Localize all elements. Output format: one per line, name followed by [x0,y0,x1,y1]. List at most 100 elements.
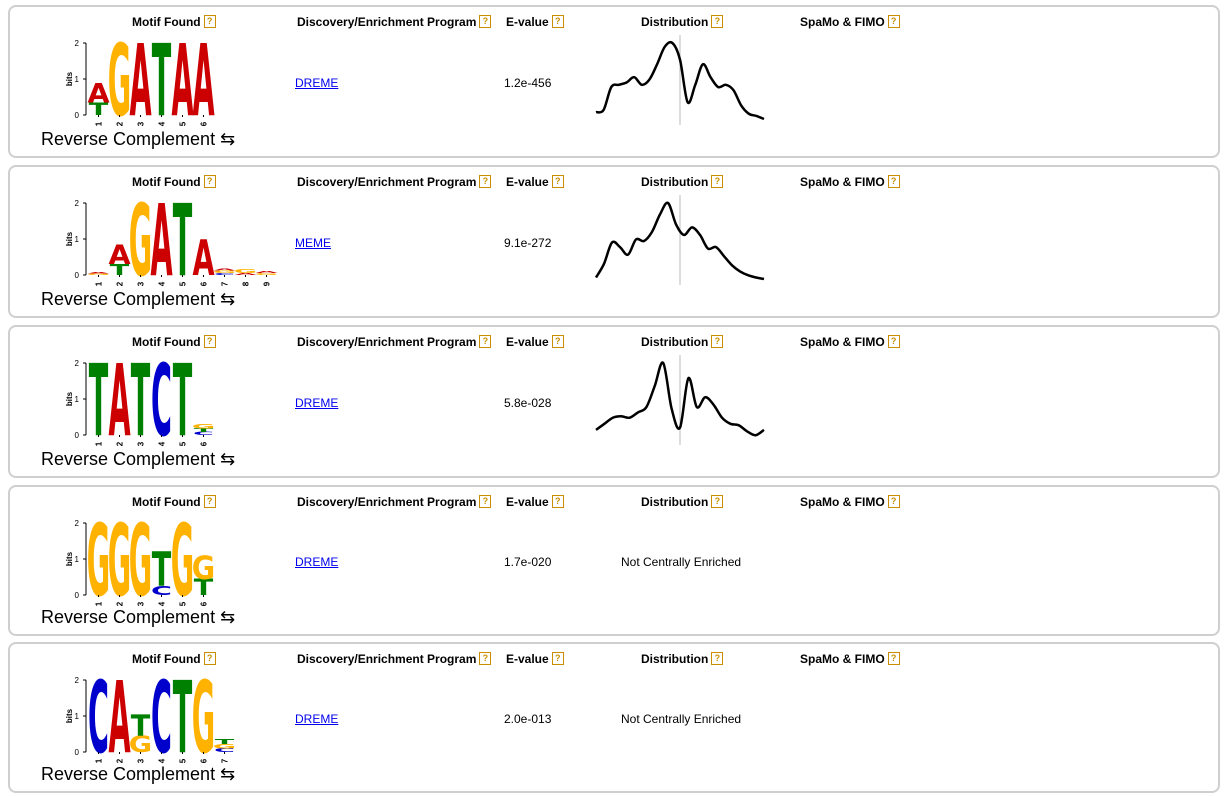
reverse-complement-link[interactable]: Reverse Complement ⇆ [41,129,235,150]
program-link[interactable]: MEME [295,236,331,250]
distribution-plot[interactable] [592,35,772,132]
logo-position-label: 7 [221,281,230,286]
logo-position-label: 5 [179,281,188,286]
motif-logo[interactable]: 0 1 2 bits G A 1 T A 2 G 3 A 4 T 5 A 6 C G A 7 A G 8 G A 9 [60,197,290,296]
motif-row: Motif Found? Discovery/Enrichment Program… [8,642,1220,793]
help-icon[interactable]: ? [552,15,564,28]
header-spamo: SpaMo & FIMO? [800,495,900,509]
motif-row: Motif Found? Discovery/Enrichment Program… [8,5,1220,158]
program-link[interactable]: DREME [295,712,338,726]
logo-position-label: 4 [158,121,167,126]
help-icon[interactable]: ? [479,652,491,665]
logo-position-label: 2 [116,121,125,126]
reverse-complement-link[interactable]: Reverse Complement ⇆ [41,289,235,310]
header-distribution-label: Distribution [641,495,708,509]
program-link[interactable]: DREME [295,555,338,569]
help-icon[interactable]: ? [204,335,216,348]
help-icon[interactable]: ? [888,15,900,28]
help-icon[interactable]: ? [888,495,900,508]
help-icon[interactable]: ? [204,175,216,188]
header-distribution: Distribution? [641,15,723,29]
logo-letter-A: A [213,268,236,271]
reverse-complement-link[interactable]: Reverse Complement ⇆ [41,764,235,785]
logo-y-axis-label: bits [65,231,74,246]
motif-row: Motif Found? Discovery/Enrichment Program… [8,325,1220,478]
logo-y-tick-label: 1 [75,395,80,404]
motif-row: Motif Found? Discovery/Enrichment Program… [8,485,1220,636]
logo-position-label: 6 [200,281,209,286]
help-icon[interactable]: ? [711,495,723,508]
header-distribution: Distribution? [641,175,723,189]
logo-position-label: 4 [158,281,167,286]
logo-y-tick-label: 2 [75,359,80,368]
help-icon[interactable]: ? [552,175,564,188]
svg-text:A: A [108,239,131,271]
help-icon[interactable]: ? [711,15,723,28]
logo-position-label: 2 [116,758,125,763]
logo-position-label: 8 [242,281,251,286]
svg-text:T: T [152,544,172,598]
logo-position-label: 6 [200,441,209,446]
help-icon[interactable]: ? [552,495,564,508]
logo-y-tick-label: 0 [75,431,80,440]
help-icon[interactable]: ? [479,175,491,188]
logo-position-label: 4 [158,441,167,446]
header-distribution: Distribution? [641,335,723,349]
svg-text:A: A [213,268,236,271]
program-link[interactable]: DREME [295,396,338,410]
header-spamo-label: SpaMo & FIMO [800,652,885,666]
help-icon[interactable]: ? [888,335,900,348]
evalue-text: 1.7e-020 [504,555,551,569]
motif-logo-svg: 012bits T1 A2 T3 C4 T5CTG6 [60,357,290,451]
help-icon[interactable]: ? [552,335,564,348]
logo-position-label: 4 [158,601,167,606]
header-evalue-label: E-value [506,15,549,29]
logo-position-label: 3 [137,441,146,446]
header-program-label: Discovery/Enrichment Program [297,15,476,29]
logo-y-tick-label: 2 [75,676,80,685]
motif-logo[interactable]: 0 1 2 bits T A 1 G 2 A 3 T 4 A 5 A 6 [60,37,290,136]
header-motif-label: Motif Found [132,175,201,189]
logo-y-tick-label: 0 [75,111,80,120]
help-icon[interactable]: ? [552,652,564,665]
header-program: Discovery/Enrichment Program? [297,652,491,666]
distribution-text: Not Centrally Enriched [621,555,741,569]
motif-logo[interactable]: 0 1 2 bits C 1 A 2 G T 3 C 4 T 5 G 6 C G T 7 [60,674,290,773]
logo-position-label: 5 [179,441,188,446]
help-icon[interactable]: ? [479,495,491,508]
help-icon[interactable]: ? [888,175,900,188]
logo-position-label: 2 [116,601,125,606]
motif-logo[interactable]: 0 1 2 bits G 1 G 2 G 3 C T 4 G 5 T G 6 [60,517,290,616]
help-icon[interactable]: ? [711,335,723,348]
header-motif-label: Motif Found [132,335,201,349]
logo-y-axis-label: bits [65,551,74,566]
logo-y-tick-label: 2 [75,39,80,48]
help-icon[interactable]: ? [204,495,216,508]
help-icon[interactable]: ? [204,652,216,665]
help-icon[interactable]: ? [479,15,491,28]
distribution-plot[interactable] [592,195,772,292]
header-distribution-label: Distribution [641,335,708,349]
evalue-text: 2.0e-013 [504,712,551,726]
help-icon[interactable]: ? [711,652,723,665]
header-evalue: E-value? [506,335,564,349]
header-evalue-label: E-value [506,335,549,349]
reverse-complement-link[interactable]: Reverse Complement ⇆ [41,607,235,628]
logo-y-tick-label: 0 [75,591,80,600]
header-distribution-label: Distribution [641,15,708,29]
program-link[interactable]: DREME [295,76,338,90]
distribution-svg [592,35,772,127]
header-evalue-label: E-value [506,652,549,666]
motif-logo[interactable]: 0 1 2 bits T 1 A 2 T 3 C 4 T 5 C T G 6 [60,357,290,456]
distribution-plot[interactable] [592,355,772,452]
logo-letter-G: G [192,423,215,430]
help-icon[interactable]: ? [711,175,723,188]
help-icon[interactable]: ? [479,335,491,348]
motif-logo-svg: 012bits C1 A2GT3 C4 T5 G6CGT7 [60,674,290,768]
svg-text:A: A [192,230,214,288]
help-icon[interactable]: ? [204,15,216,28]
help-icon[interactable]: ? [888,652,900,665]
header-evalue-label: E-value [506,175,549,189]
reverse-complement-link[interactable]: Reverse Complement ⇆ [41,449,235,470]
